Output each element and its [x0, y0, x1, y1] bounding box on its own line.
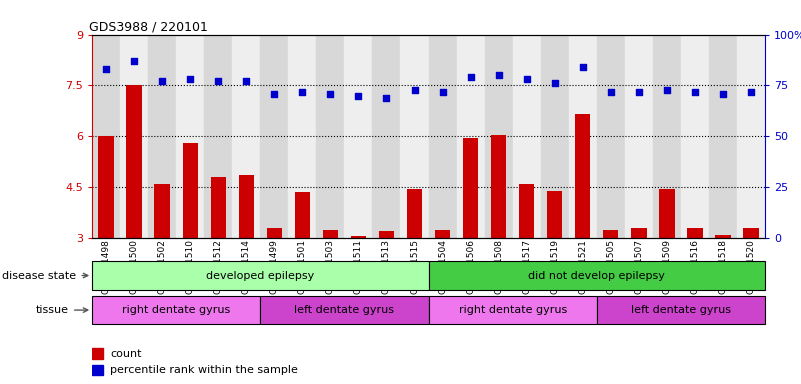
Bar — [631, 228, 646, 238]
Point — [717, 91, 730, 97]
Point — [240, 78, 253, 84]
Text: right dentate gyrus: right dentate gyrus — [458, 305, 567, 315]
Bar — [491, 135, 506, 238]
Bar — [267, 228, 282, 238]
Bar — [92, 365, 103, 376]
Bar — [547, 190, 562, 238]
Bar — [407, 189, 422, 238]
Bar — [485, 35, 513, 238]
Text: GDS3988 / 220101: GDS3988 / 220101 — [89, 20, 207, 33]
Bar — [323, 230, 338, 238]
Bar — [92, 35, 120, 238]
Text: left dentate gyrus: left dentate gyrus — [295, 305, 394, 315]
Bar — [155, 184, 170, 238]
Text: count: count — [111, 349, 142, 359]
Bar — [120, 35, 148, 238]
Bar — [575, 114, 590, 238]
Bar — [743, 228, 759, 238]
Bar — [127, 86, 142, 238]
Bar — [513, 35, 541, 238]
Point — [99, 66, 112, 72]
Point — [352, 93, 365, 99]
Bar — [429, 296, 597, 324]
Point — [324, 91, 336, 97]
Bar — [603, 230, 618, 238]
Bar — [659, 189, 674, 238]
Point — [576, 64, 589, 70]
Bar — [232, 35, 260, 238]
Point — [408, 86, 421, 93]
Bar — [597, 296, 765, 324]
Bar — [625, 35, 653, 238]
Bar — [737, 35, 765, 238]
Bar — [204, 35, 232, 238]
Bar — [92, 261, 429, 290]
Text: developed epilepsy: developed epilepsy — [206, 270, 315, 281]
Bar — [541, 35, 569, 238]
Bar — [569, 35, 597, 238]
Point — [436, 88, 449, 94]
Bar — [295, 192, 310, 238]
Point — [492, 72, 505, 78]
Text: tissue: tissue — [36, 305, 88, 315]
Bar — [400, 35, 429, 238]
Bar — [463, 138, 478, 238]
Point — [688, 88, 702, 94]
Bar — [687, 228, 702, 238]
Bar — [183, 143, 198, 238]
Point — [745, 88, 758, 94]
Point — [521, 76, 533, 83]
Point — [184, 76, 197, 83]
Bar — [239, 175, 254, 238]
Text: right dentate gyrus: right dentate gyrus — [122, 305, 231, 315]
Point — [268, 91, 280, 97]
Point — [464, 74, 477, 80]
Text: disease state: disease state — [2, 270, 88, 281]
Bar — [148, 35, 176, 238]
Bar — [351, 237, 366, 238]
Point — [128, 58, 141, 64]
Point — [660, 86, 673, 93]
Bar — [99, 136, 114, 238]
Point — [211, 78, 224, 84]
Bar — [288, 35, 316, 238]
Point — [155, 78, 168, 84]
Point — [604, 88, 617, 94]
Bar — [92, 349, 103, 359]
Bar — [260, 296, 429, 324]
Bar — [372, 35, 400, 238]
Bar — [429, 35, 457, 238]
Bar — [379, 231, 394, 238]
Bar — [709, 35, 737, 238]
Bar — [597, 35, 625, 238]
Bar — [681, 35, 709, 238]
Text: percentile rank within the sample: percentile rank within the sample — [111, 365, 298, 375]
Bar — [457, 35, 485, 238]
Point — [633, 88, 646, 94]
Bar — [435, 230, 450, 238]
Text: left dentate gyrus: left dentate gyrus — [631, 305, 731, 315]
Bar — [715, 235, 731, 238]
Bar — [176, 35, 204, 238]
Bar — [429, 261, 765, 290]
Point — [296, 88, 309, 94]
Bar — [92, 296, 260, 324]
Bar — [316, 35, 344, 238]
Bar — [344, 35, 372, 238]
Bar — [260, 35, 288, 238]
Bar — [211, 177, 226, 238]
Text: did not develop epilepsy: did not develop epilepsy — [529, 270, 665, 281]
Bar — [519, 184, 534, 238]
Point — [548, 80, 561, 86]
Point — [380, 94, 392, 101]
Bar — [653, 35, 681, 238]
